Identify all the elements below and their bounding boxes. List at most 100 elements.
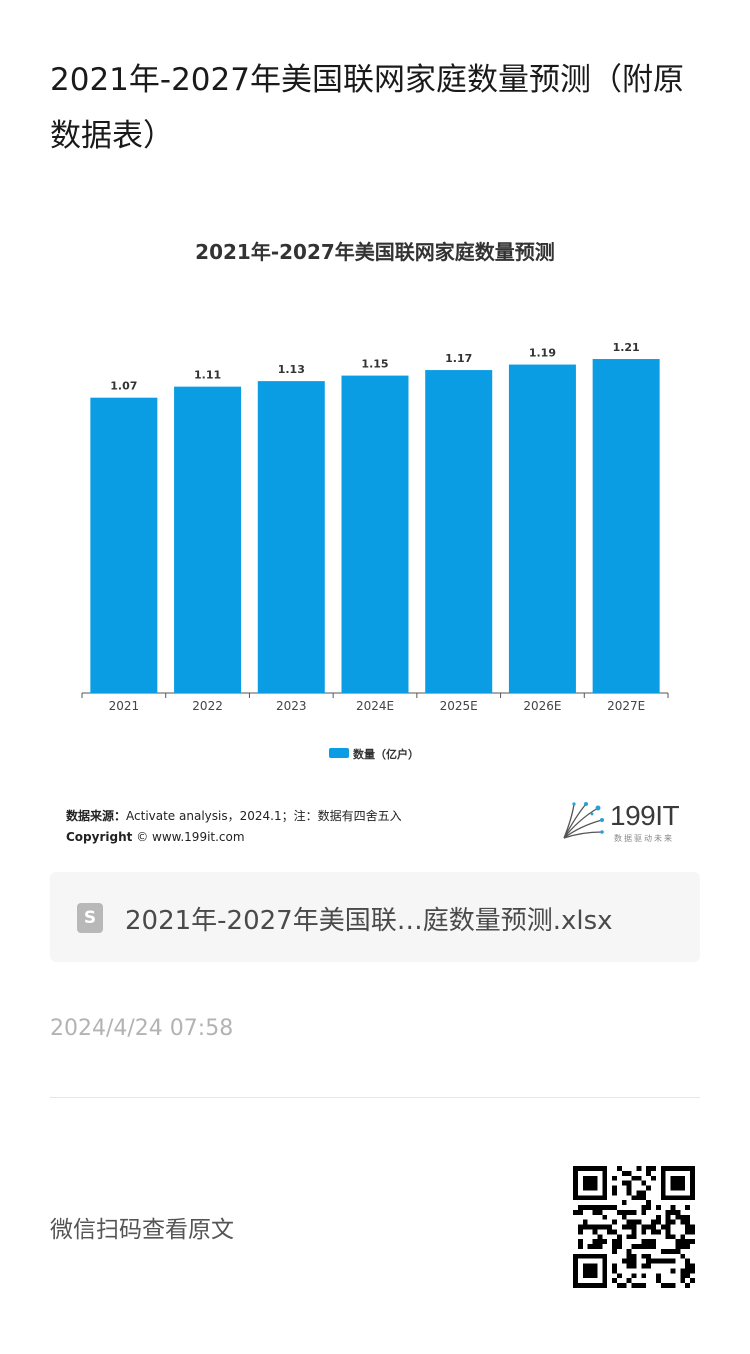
qr-module xyxy=(577,1224,583,1230)
qr-module xyxy=(636,1244,642,1249)
qr-module xyxy=(582,1224,588,1230)
qr-module xyxy=(597,1239,603,1245)
qr-module xyxy=(685,1205,691,1210)
qr-module xyxy=(597,1244,603,1249)
qr-module xyxy=(641,1263,647,1269)
qr-module xyxy=(641,1224,647,1230)
qr-module xyxy=(655,1273,661,1279)
qr-module xyxy=(655,1258,661,1264)
data-label-2025E: 1.17 xyxy=(445,352,472,365)
qr-module xyxy=(690,1268,695,1274)
qr-module xyxy=(685,1229,691,1235)
qr-module xyxy=(675,1248,681,1254)
qr-module xyxy=(631,1219,637,1225)
qr-module xyxy=(646,1258,652,1264)
dandelion-icon xyxy=(563,802,604,839)
attachment-card[interactable]: S 2021年-2027年美国联…庭数量预测.xlsx xyxy=(50,872,700,962)
qr-module xyxy=(680,1273,686,1279)
qr-module xyxy=(621,1214,627,1220)
bar-2021 xyxy=(90,397,158,693)
qr-module xyxy=(665,1229,671,1235)
qr-module xyxy=(646,1166,652,1171)
qr-module xyxy=(636,1219,642,1225)
bar-2022 xyxy=(174,386,242,693)
qr-module xyxy=(577,1205,583,1210)
qr-module xyxy=(612,1205,617,1210)
qr-module xyxy=(626,1190,632,1196)
qr-module xyxy=(646,1185,652,1191)
qr-module xyxy=(665,1219,671,1225)
qr-module xyxy=(631,1273,637,1279)
qr-module xyxy=(641,1273,647,1279)
qr-module xyxy=(651,1258,656,1264)
qr-module xyxy=(651,1166,656,1171)
qr-code-icon[interactable] xyxy=(573,1166,695,1288)
qr-module xyxy=(582,1219,588,1225)
qr-module xyxy=(607,1224,613,1230)
qr-module xyxy=(670,1219,676,1225)
qr-module xyxy=(592,1244,598,1249)
qr-module xyxy=(612,1239,617,1245)
qr-module xyxy=(612,1175,617,1181)
qr-module xyxy=(587,1244,593,1249)
qr-module xyxy=(646,1253,652,1259)
qr-module xyxy=(660,1248,666,1254)
qr-module xyxy=(665,1234,671,1240)
qr-module xyxy=(690,1229,695,1235)
qr-module xyxy=(636,1175,642,1181)
qr-module xyxy=(612,1268,617,1274)
qr-module xyxy=(616,1209,622,1215)
qr-module xyxy=(621,1209,627,1215)
qr-module xyxy=(636,1166,642,1171)
page-title: 2021年-2027年美国联网家庭数量预测（附原数据表） xyxy=(50,62,684,154)
qr-module xyxy=(582,1205,588,1210)
qr-module xyxy=(602,1205,608,1210)
qr-module xyxy=(690,1278,695,1284)
qr-module xyxy=(626,1278,632,1284)
qr-module xyxy=(631,1234,637,1240)
data-label-2026E: 1.19 xyxy=(529,347,556,360)
qr-module xyxy=(670,1234,676,1240)
qr-module xyxy=(612,1278,617,1284)
brand-name: 199IT xyxy=(610,800,680,831)
qr-module xyxy=(597,1209,603,1215)
qr-module xyxy=(621,1224,627,1230)
qr-module xyxy=(655,1205,661,1210)
qr-module xyxy=(641,1244,647,1249)
qr-module xyxy=(577,1244,583,1249)
qr-module xyxy=(612,1229,617,1235)
qr-module xyxy=(646,1205,652,1210)
qr-module xyxy=(616,1234,622,1240)
qr-module xyxy=(592,1209,598,1215)
qr-module xyxy=(651,1219,656,1225)
x-tick-label-2025E: 2025E xyxy=(440,699,478,713)
qr-module xyxy=(582,1263,598,1279)
qr-module xyxy=(685,1224,691,1230)
qr-module xyxy=(690,1263,695,1269)
qr-module xyxy=(685,1273,691,1279)
qr-module xyxy=(631,1253,637,1259)
qr-module xyxy=(631,1224,637,1230)
qr-module xyxy=(607,1229,613,1235)
qr-module xyxy=(675,1239,681,1245)
x-tick-label-2022: 2022 xyxy=(192,699,223,713)
qr-module xyxy=(670,1175,686,1191)
qr-module xyxy=(660,1224,666,1230)
x-tick-label-2024E: 2024E xyxy=(356,699,394,713)
qr-module xyxy=(675,1214,681,1220)
attachment-filename[interactable]: 2021年-2027年美国联…庭数量预测.xlsx xyxy=(125,906,613,936)
qr-module xyxy=(641,1205,647,1210)
qr-module xyxy=(646,1170,652,1176)
qr-module xyxy=(660,1258,666,1264)
qr-module xyxy=(680,1268,686,1274)
qr-module xyxy=(592,1239,598,1245)
qr-module xyxy=(670,1258,676,1264)
qr-module xyxy=(651,1224,656,1230)
qr-module xyxy=(631,1283,637,1288)
brand-logo: 199IT 数据驱动未来 xyxy=(558,798,698,846)
qr-module xyxy=(665,1224,671,1230)
qr-module xyxy=(685,1268,691,1274)
qr-module xyxy=(631,1229,637,1235)
qr-module xyxy=(612,1244,617,1249)
qr-module xyxy=(655,1229,661,1235)
